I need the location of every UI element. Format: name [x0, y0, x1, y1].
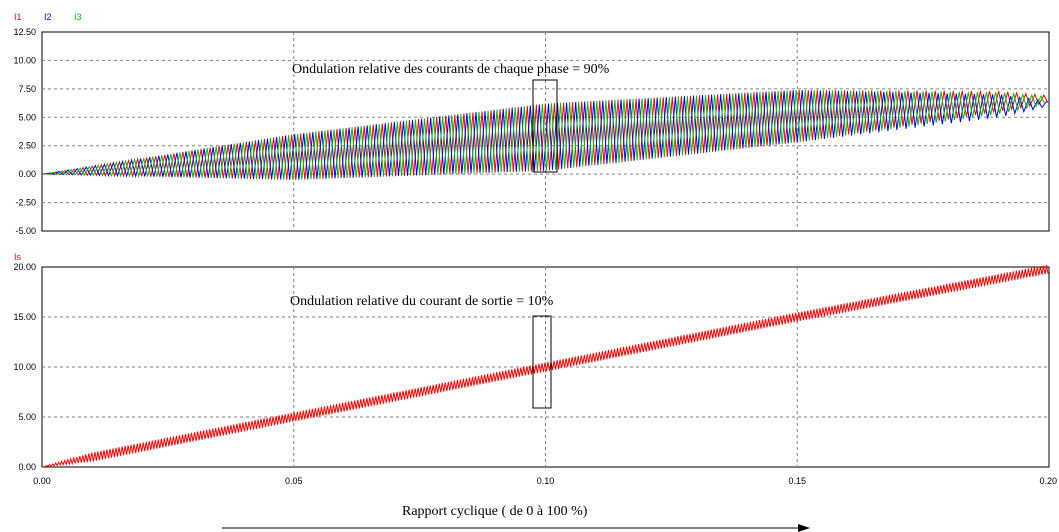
bottom-x-tick-label: 0.20 [1039, 476, 1057, 486]
top-y-tick-label: 12.50 [13, 27, 36, 37]
bottom-panel: 20.00 15.00 10.00 5.00 0.00 0.00 0.05 0.10 0.15… [13, 252, 1057, 486]
bottom-ripple-box [532, 315, 552, 409]
top-y-tick-label: 10.00 [13, 55, 36, 65]
bottom-x-tick-label: 0.05 [285, 476, 303, 486]
top-plot-frame [41, 31, 1050, 232]
top-ripple-box [532, 79, 558, 173]
series-i2 [44, 90, 1048, 180]
legend-i3: I3 [74, 12, 82, 22]
top-y-ticks: 12.50 10.00 7.50 5.00 2.50 0.00 -2.50 -5.00 [13, 27, 36, 236]
x-axis-arrow [222, 524, 810, 532]
series-i1 [41, 89, 1049, 180]
bottom-y-tick-label: 15.00 [13, 312, 36, 322]
x-axis-title: Rapport cyclique ( de 0 à 100 %) [402, 504, 588, 519]
top-y-tick-label: 7.50 [18, 84, 36, 94]
top-annotation: Ondulation relative des courants de chaq… [292, 62, 610, 77]
bottom-y-tick-label: 10.00 [13, 362, 36, 372]
top-y-tick-label: 5.00 [18, 112, 36, 122]
series-is [41, 264, 1049, 468]
bottom-y-tick-label: 5.00 [18, 412, 36, 422]
bottom-y-ticks: 20.00 15.00 10.00 5.00 0.00 [13, 262, 36, 472]
bottom-x-tick-label: 0.15 [788, 476, 806, 486]
top-legend: I1 I2 I3 [14, 12, 82, 22]
top-panel: 12.50 10.00 7.50 5.00 2.50 0.00 -2.50 -5.00 I1 … [13, 12, 1050, 236]
top-y-tick-label: 0.00 [18, 169, 36, 179]
legend-i2: I2 [44, 12, 52, 22]
bottom-series-group [41, 264, 1049, 468]
bottom-annotation: Ondulation relative du courant de sortie… [290, 294, 554, 309]
bottom-y-tick-label: 0.00 [18, 462, 36, 472]
bottom-y-tick-label: 20.00 [13, 262, 36, 272]
legend-is: Is [14, 252, 22, 262]
bottom-x-tick-label: 0.00 [33, 476, 51, 486]
legend-i1: I1 [14, 12, 22, 22]
top-y-tick-label: -5.00 [15, 226, 36, 236]
series-i3 [43, 90, 1046, 180]
bottom-x-tick-label: 0.10 [537, 476, 555, 486]
top-y-tick-label: -2.50 [15, 198, 36, 208]
top-series-group [41, 89, 1049, 180]
bottom-x-ticks: 0.00 0.05 0.10 0.15 0.20 [33, 476, 1057, 486]
top-y-tick-label: 2.50 [18, 141, 36, 151]
